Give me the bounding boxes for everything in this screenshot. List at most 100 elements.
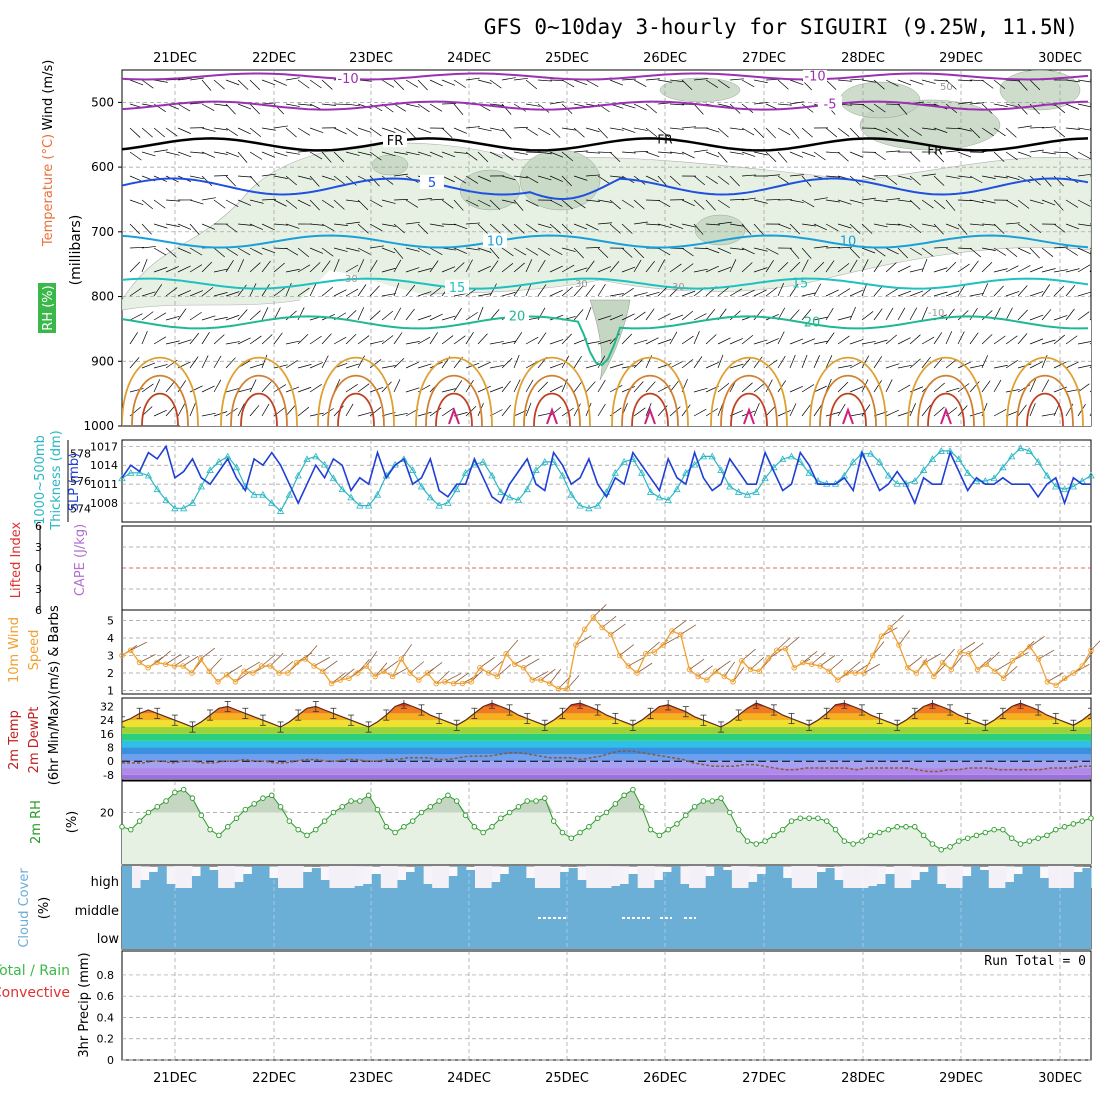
wind-barb xyxy=(429,313,443,321)
wind-barb xyxy=(273,384,287,393)
wind-barb xyxy=(993,268,1008,273)
thickness-point xyxy=(919,466,928,473)
wind-barb-10m xyxy=(872,641,885,656)
wind-barb xyxy=(693,199,705,210)
wind-barb xyxy=(945,150,960,153)
wind-barb xyxy=(237,103,252,110)
isotherm-5 xyxy=(122,177,1089,201)
thickness-point xyxy=(1008,452,1016,460)
wind-barb xyxy=(981,380,991,393)
wind-speed-point xyxy=(721,673,728,680)
wind-speed-point xyxy=(616,652,623,659)
wind-barb xyxy=(405,79,419,88)
wind-barb xyxy=(1005,247,1018,257)
wind-barb xyxy=(201,355,209,369)
li-tick: 6 xyxy=(35,604,42,617)
wind-barb xyxy=(513,223,525,234)
rh-point xyxy=(489,824,495,830)
wind-barb xyxy=(489,151,503,159)
wind-speed-point xyxy=(625,663,632,669)
thickness-point xyxy=(197,482,205,490)
cloud-high xyxy=(611,886,621,888)
wind-barb xyxy=(189,199,204,205)
wind-barb xyxy=(909,307,918,321)
wind-barb-10m xyxy=(1029,636,1045,648)
wind-barb xyxy=(957,263,970,273)
wind-speed-point xyxy=(468,679,474,685)
wind-barb xyxy=(717,79,730,89)
wind-barb xyxy=(525,127,539,136)
cloud-high xyxy=(200,866,210,888)
wind-barb xyxy=(909,79,924,85)
wind-barb xyxy=(765,199,781,201)
wind-barb xyxy=(885,79,899,87)
wind-barb xyxy=(981,79,994,89)
wind-barb xyxy=(549,151,564,158)
thickness-point xyxy=(118,474,126,482)
cloud-high-gap xyxy=(851,866,861,888)
wind-barb xyxy=(537,247,551,256)
wind-barb xyxy=(969,175,983,184)
wind-barb xyxy=(249,405,260,417)
wind-barb xyxy=(369,259,378,273)
wind-barb xyxy=(921,404,931,417)
wind-barb xyxy=(273,125,288,129)
wind-barb xyxy=(657,79,672,83)
wind-barb xyxy=(321,408,334,417)
wind-barb xyxy=(177,223,192,230)
wind-barb xyxy=(321,247,334,257)
wind-barb xyxy=(645,127,658,138)
cloud-high-gap xyxy=(585,866,595,888)
wind-barb xyxy=(129,388,144,393)
thickness-point xyxy=(734,488,743,495)
thickness-point xyxy=(805,468,813,476)
wind-barb xyxy=(153,199,166,209)
wind-barb-10m xyxy=(636,662,653,674)
wind-barb xyxy=(165,266,179,273)
cloud-high-gap xyxy=(859,866,869,888)
wind-barb xyxy=(777,127,791,136)
wind-barb-10m xyxy=(139,654,156,663)
wind-barb-10m xyxy=(811,652,826,665)
wind-barb xyxy=(1029,291,1044,297)
rh-point xyxy=(656,832,663,839)
wind-barb xyxy=(273,364,288,369)
wind-barb xyxy=(369,245,384,249)
wind-barb xyxy=(549,127,561,138)
wind-speed-point xyxy=(424,670,431,676)
wind-barb xyxy=(369,103,383,112)
wind-barb xyxy=(513,332,523,345)
thickness-point xyxy=(1052,482,1060,490)
wind-barb xyxy=(597,283,606,297)
wind-barb xyxy=(729,338,743,345)
wind-barb xyxy=(1053,315,1068,321)
rh-tick: 20 xyxy=(100,806,114,819)
cloud-high-gap xyxy=(166,866,176,888)
wind-barb xyxy=(885,363,900,369)
wind-barb xyxy=(861,247,876,254)
wind-barb xyxy=(669,223,684,230)
wind-barb xyxy=(645,337,659,345)
hot-contour xyxy=(743,407,755,425)
wind-barb xyxy=(849,127,860,139)
wind-barb xyxy=(309,127,324,133)
wind-barb xyxy=(1077,264,1091,273)
temp-tick: 8 xyxy=(107,742,114,755)
wind-speed-point xyxy=(634,670,640,676)
cloud-high-gap xyxy=(697,866,707,888)
wind-barb xyxy=(477,79,492,84)
wind-barb xyxy=(129,332,138,345)
wind-speed-point xyxy=(136,659,143,666)
cloud-high xyxy=(817,872,827,888)
li-tick: 3 xyxy=(35,583,42,596)
wind-barb xyxy=(681,151,695,159)
rh-point xyxy=(154,804,160,810)
wind-barb xyxy=(297,103,312,106)
warm-contour xyxy=(220,356,298,426)
date-tick-bottom: 27DEC xyxy=(742,1071,786,1086)
rh-point xyxy=(735,826,742,833)
wind-barb xyxy=(561,199,573,210)
cloud-high-gap xyxy=(483,866,493,888)
rh-point xyxy=(1079,818,1085,824)
wind-barb xyxy=(249,79,261,91)
